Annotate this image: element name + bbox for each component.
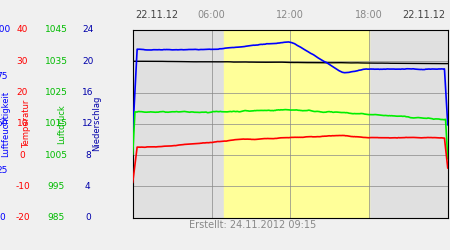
Text: Luftdruck: Luftdruck <box>58 104 67 144</box>
Text: Temperatur: Temperatur <box>22 100 31 148</box>
Text: 1005: 1005 <box>45 150 68 160</box>
Text: 06:00: 06:00 <box>198 10 225 20</box>
Text: 30: 30 <box>17 57 28 66</box>
Text: 22.11.12: 22.11.12 <box>135 10 178 20</box>
Text: 8: 8 <box>85 150 90 160</box>
Text: 75: 75 <box>0 72 8 82</box>
Text: 24: 24 <box>82 26 94 35</box>
Text: Erstellt: 24.11.2012 09:15: Erstellt: 24.11.2012 09:15 <box>189 220 316 230</box>
Text: 20: 20 <box>17 88 28 97</box>
Bar <box>224 30 369 218</box>
Text: -20: -20 <box>15 213 30 222</box>
Text: 12: 12 <box>82 119 94 128</box>
Text: 100: 100 <box>0 26 11 35</box>
Text: 22.11.12: 22.11.12 <box>402 10 446 20</box>
Text: 50: 50 <box>0 119 8 128</box>
Text: 1015: 1015 <box>45 119 68 128</box>
Text: -10: -10 <box>15 182 30 191</box>
Text: 985: 985 <box>48 213 65 222</box>
Text: 1025: 1025 <box>45 88 68 97</box>
Text: 1035: 1035 <box>45 57 68 66</box>
Text: Niederschlag: Niederschlag <box>92 96 101 152</box>
Text: 10: 10 <box>17 119 28 128</box>
Text: 20: 20 <box>82 57 94 66</box>
Text: 0: 0 <box>85 213 90 222</box>
Text: 995: 995 <box>48 182 65 191</box>
Text: 12:00: 12:00 <box>276 10 304 20</box>
Text: 1045: 1045 <box>45 26 68 35</box>
Text: 18:00: 18:00 <box>355 10 383 20</box>
Text: 4: 4 <box>85 182 90 191</box>
Text: 25: 25 <box>0 166 8 175</box>
Text: Luftfeuchtigkeit: Luftfeuchtigkeit <box>1 91 10 157</box>
Text: 0: 0 <box>0 213 5 222</box>
Text: 16: 16 <box>82 88 94 97</box>
Text: 0: 0 <box>20 150 25 160</box>
Text: 40: 40 <box>17 26 28 35</box>
